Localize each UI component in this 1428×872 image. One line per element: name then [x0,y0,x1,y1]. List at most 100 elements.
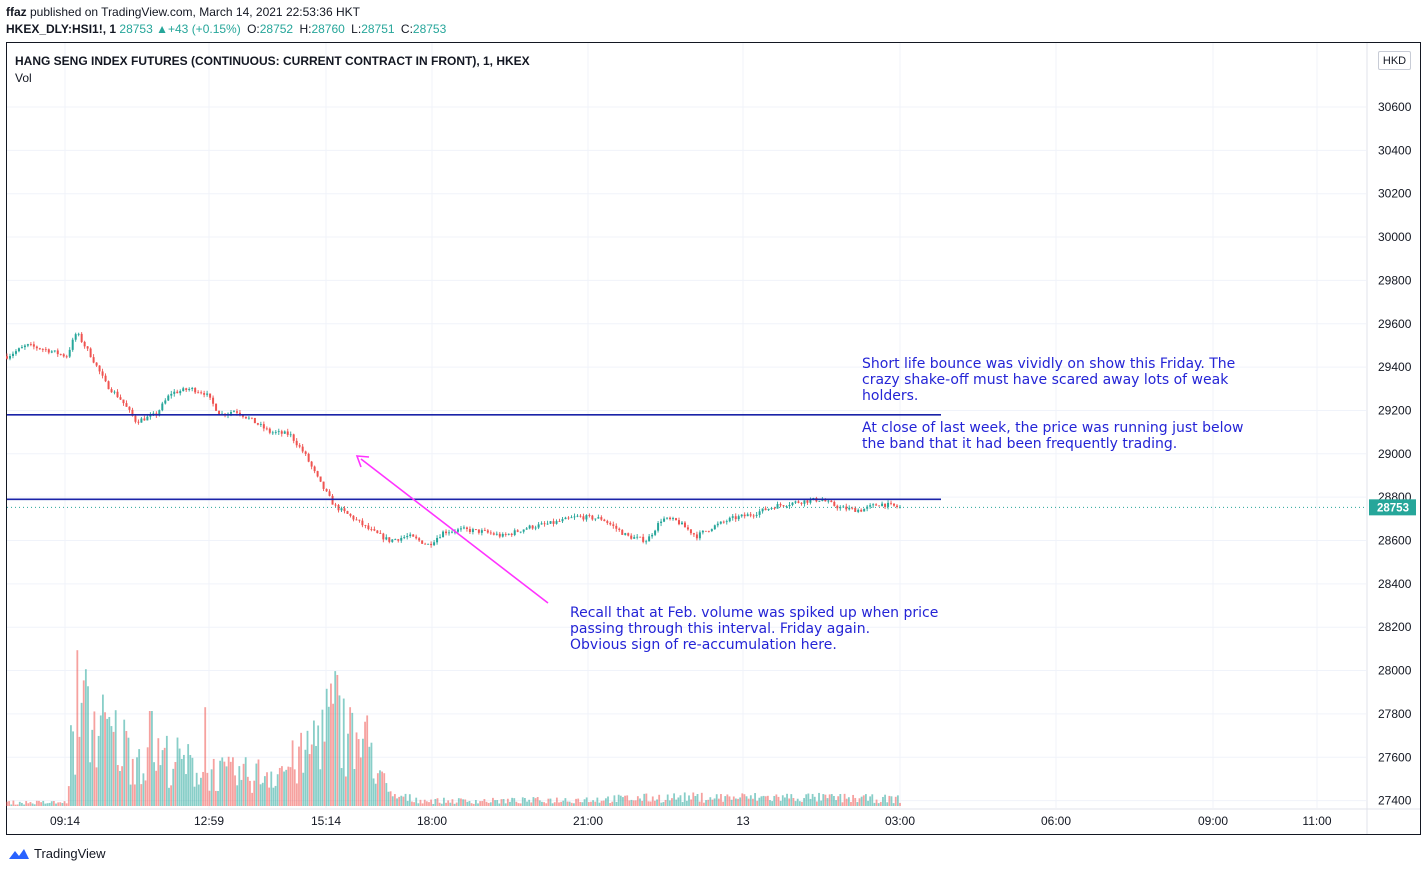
candle-body [244,416,247,419]
volume-bar [656,799,658,806]
candle-body [698,532,701,539]
volume-bar [428,802,430,806]
volume-bar [869,796,872,806]
volume-bar [794,801,797,806]
volume-bar [80,702,83,806]
candle-body [418,538,421,541]
volume-bar [636,796,639,806]
candle-body [456,529,459,532]
volume-bar [749,795,752,806]
candle-body [415,536,418,539]
volume-bar [826,798,829,806]
tradingview-brand[interactable]: TradingView [8,846,106,861]
volume-bar [487,802,490,806]
candle-body [185,388,188,390]
volume-bar [519,803,522,806]
volume-bar [766,795,769,806]
volume-bar [538,800,541,806]
volume-bar [626,795,629,806]
volume-bar [630,799,633,806]
candle-body [624,533,627,535]
volume-bar [568,801,571,806]
candle-body [8,356,11,359]
volume-bar [408,794,411,806]
candle-body [857,509,860,512]
candle-body [53,350,56,352]
volume-bar [788,798,791,806]
volume-bar [27,803,30,806]
candle-body [41,349,44,350]
volume-bar [227,756,230,806]
volume-bar [692,792,695,806]
volume-bar [462,799,464,806]
volume-bar [884,794,886,806]
volume-bar [191,757,194,806]
volume-bar [845,798,848,806]
candle-body [887,502,890,507]
volume-bar [42,800,45,806]
volume-bar [349,707,352,806]
volume-bar [892,803,895,806]
last-price-tag-label: 28753 [1377,502,1409,514]
candle-body [639,536,642,538]
volume-bar [675,799,678,806]
volume-bar [400,795,403,806]
volume-bar [362,738,364,806]
candle-body [50,351,53,353]
volume-bar [784,797,786,806]
volume-bar [847,797,850,806]
candle-body [116,391,119,398]
candle-body [238,412,241,415]
volume-bar [89,762,92,806]
volume-bar [460,798,462,806]
volume-bar [622,797,624,806]
volume-bar [619,795,622,806]
volume-bar [127,737,130,806]
volume-bar [523,798,526,806]
volume-bar [344,776,347,806]
volume-bar [474,800,477,806]
volume-bar [566,801,569,806]
publisher-line: ffaz published on TradingView.com, March… [6,5,360,19]
volume-bar [700,792,703,806]
volume-bar [393,794,396,806]
candle-body [657,523,660,531]
volume-bar [743,794,746,806]
candle-body [606,521,609,523]
candle-body [627,533,630,536]
volume-bar [389,791,392,806]
candle-body [194,388,197,393]
high-value: 28760 [311,22,345,36]
volume-bar [308,754,311,806]
volume-bar [521,797,524,806]
candle-body [427,543,430,545]
candle-body [200,392,203,394]
currency-button[interactable]: HKD [1378,51,1411,70]
time-tick-label: 06:00 [1041,814,1071,828]
volume-bar [451,799,454,806]
volume-bar [146,747,149,806]
volume-bar [457,798,460,806]
candle-body [728,517,731,522]
volume-bar [585,797,588,806]
symbol-name: HKEX_DLY:HSI1!, 1 [6,22,117,36]
volume-bar [321,709,324,806]
candle-body [672,518,675,520]
volume-bar [136,757,138,806]
volume-bar [178,748,181,806]
volume-bar [485,801,488,806]
volume-bar [153,762,155,806]
candle-body [615,525,618,529]
candle-body [492,533,495,535]
candle-body [253,417,256,424]
close-label: C: [400,22,413,36]
volume-bar [342,698,345,806]
candle-body [896,505,899,507]
candle-body [409,534,412,536]
volume-bar [843,793,846,806]
volume-bar [564,798,567,806]
candle-body [746,514,749,517]
volume-bar [617,794,620,806]
candle-body [146,416,149,421]
